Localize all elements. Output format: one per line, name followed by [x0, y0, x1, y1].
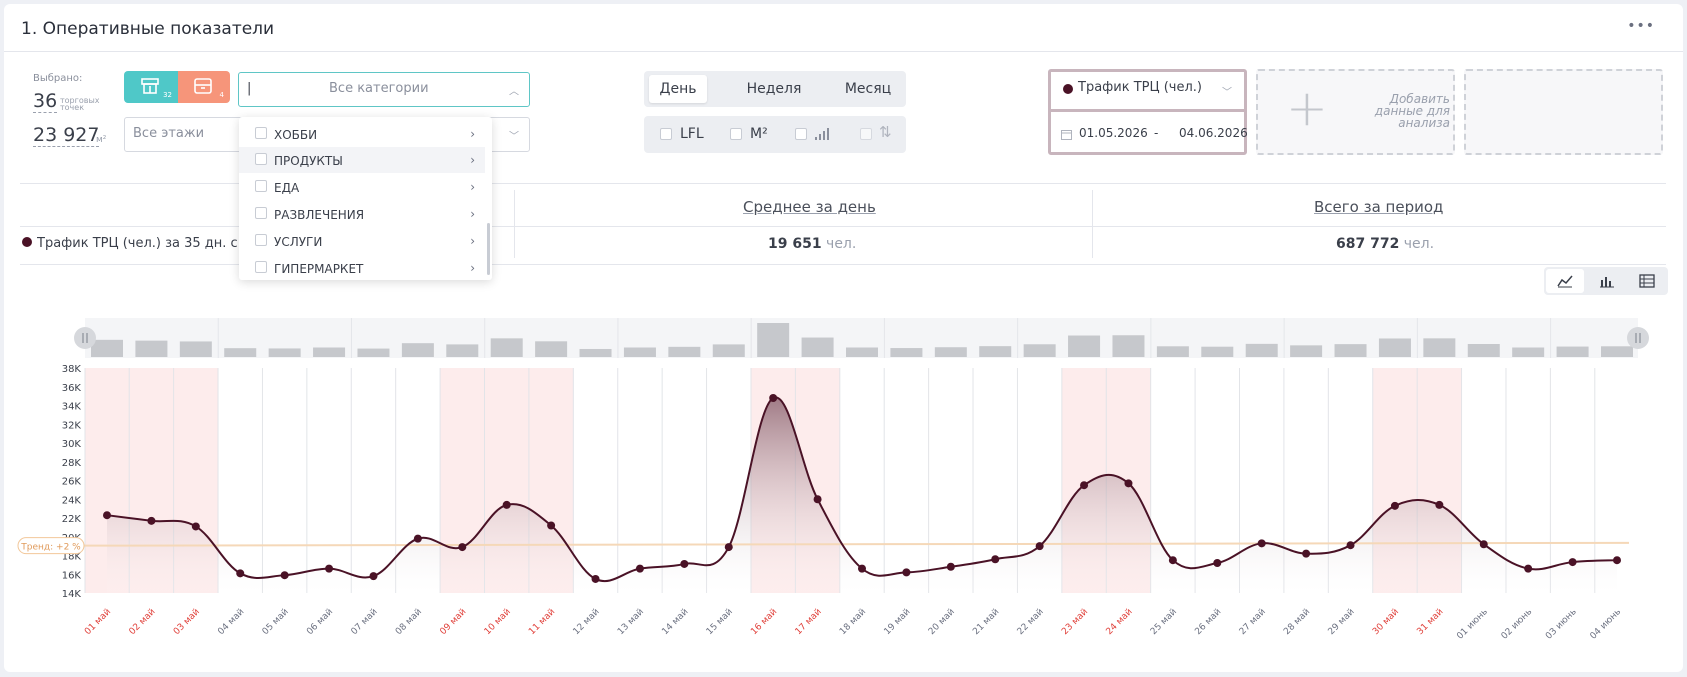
section-title: 1. Оперативные показатели	[21, 19, 275, 39]
col-header-total[interactable]: Всего за период	[1314, 198, 1444, 216]
col-divider	[1092, 190, 1093, 258]
add-data-label: Добавить данные для анализа	[1374, 92, 1450, 130]
checkbox[interactable]	[255, 261, 267, 273]
stores-count[interactable]: 36	[33, 90, 58, 113]
empty-slot[interactable]	[1464, 69, 1663, 155]
checkbox[interactable]	[255, 180, 267, 192]
metric-panel: Трафик ТРЦ (чел.) ﹀ 01.05.2026 - 04.06.2…	[1048, 69, 1248, 155]
store-type-a-button[interactable]: 32	[124, 71, 178, 103]
metric-select[interactable]: Трафик ТРЦ (чел.) ﹀	[1051, 72, 1244, 112]
avg-unit: чел.	[826, 236, 857, 252]
metric-color-dot	[22, 237, 32, 247]
line-chart-icon	[1557, 275, 1573, 288]
row-label: Трафик ТРЦ (чел.) за 35 дн. с 01.0	[37, 236, 237, 251]
date-separator: -	[1154, 126, 1159, 140]
col-divider	[514, 190, 515, 258]
date-to[interactable]: 04.06.2026	[1179, 126, 1248, 140]
m2-checkbox[interactable]	[730, 128, 742, 140]
selected-label: Выбрано:	[33, 73, 83, 84]
category-item[interactable]: ЕДА ›	[239, 174, 485, 200]
bar-view-button[interactable]	[1588, 269, 1626, 293]
store-icon	[141, 78, 159, 94]
tab-month[interactable]: Месяц	[844, 81, 892, 97]
chevron-right-icon: ›	[470, 180, 475, 194]
category-item-label: ГИПЕРМАРКЕТ	[274, 262, 364, 276]
category-select[interactable]: | Все категории ︿	[238, 72, 530, 107]
chevron-right-icon: ›	[470, 127, 475, 141]
total-cell: 687 772 чел.	[1336, 236, 1434, 252]
plus-icon: +	[1286, 79, 1328, 137]
total-value: 687 772	[1336, 236, 1400, 252]
stores-label-2: точек	[60, 103, 85, 112]
metric-name: Трафик ТРЦ (чел.)	[1078, 80, 1202, 95]
avg-cell: 19 651 чел.	[768, 236, 856, 252]
chevron-right-icon: ›	[470, 207, 475, 221]
category-item-label: ПРОДУКТЫ	[274, 154, 343, 168]
checkbox[interactable]	[255, 234, 267, 246]
tab-day[interactable]: День	[649, 75, 707, 103]
calendar-icon	[1061, 130, 1072, 140]
header-divider	[4, 51, 1683, 52]
category-item[interactable]: УСЛУГИ ›	[239, 228, 485, 254]
store-type-b-count: 4	[219, 91, 224, 99]
chevron-down-icon: ﹀	[1222, 87, 1232, 98]
table-bottom-border	[20, 264, 1666, 265]
lfl-checkbox[interactable]	[660, 128, 672, 140]
category-item-label: ЕДА	[274, 181, 300, 195]
category-cursor: |	[247, 81, 252, 96]
table-icon	[1639, 274, 1655, 288]
table-top-border	[20, 183, 1666, 184]
more-icon[interactable]: •••	[1627, 18, 1655, 34]
area-value[interactable]: 23 927	[33, 124, 100, 147]
split-checkbox[interactable]	[860, 128, 872, 140]
add-data-button[interactable]: + Добавить данные для анализа	[1256, 69, 1455, 155]
chevron-right-icon: ›	[470, 234, 475, 248]
area-unit: м²	[96, 135, 107, 145]
chevron-right-icon: ›	[470, 153, 475, 167]
bar-chart-icon	[1600, 277, 1614, 288]
date-from[interactable]: 01.05.2026	[1079, 126, 1148, 140]
split-icon: ⇅	[879, 123, 892, 141]
stores-label-1: торговых	[60, 96, 100, 105]
tab-week[interactable]: Неделя	[746, 81, 802, 97]
category-item[interactable]: ХОББИ ›	[239, 121, 485, 147]
table-mid-border	[20, 226, 1666, 227]
checkbox[interactable]	[255, 127, 267, 139]
signal-icon	[815, 128, 829, 140]
checkbox[interactable]	[255, 153, 267, 165]
category-item[interactable]: ГИПЕРМАРКЕТ ›	[239, 255, 485, 281]
col-header-avg[interactable]: Среднее за день	[743, 198, 876, 216]
period-tabs: День Неделя Месяц	[644, 71, 906, 107]
options-bar: LFL М² ⇅	[644, 116, 906, 153]
line-view-button[interactable]	[1546, 269, 1584, 293]
table-view-button[interactable]	[1628, 269, 1666, 293]
total-unit: чел.	[1403, 236, 1435, 252]
category-placeholder: Все категории	[329, 81, 429, 96]
floor-placeholder: Все этажи	[133, 126, 205, 141]
category-item-label: ХОББИ	[274, 128, 318, 142]
store-box-icon	[194, 78, 212, 94]
dropdown-scrollbar[interactable]	[487, 223, 490, 275]
checkbox[interactable]	[255, 207, 267, 219]
signal-checkbox[interactable]	[795, 128, 807, 140]
category-dropdown: ХОББИ › ПРОДУКТЫ › ЕДА › РАЗВЛЕЧЕНИЯ › УСЛУГ…	[239, 117, 492, 280]
chevron-up-icon: ︿	[509, 86, 519, 97]
store-type-a-count: 32	[163, 91, 172, 99]
view-toggle	[1544, 267, 1668, 295]
category-item[interactable]: РАЗВЛЕЧЕНИЯ ›	[239, 201, 485, 227]
avg-value: 19 651	[768, 236, 822, 252]
lfl-label: LFL	[680, 126, 704, 142]
category-item-label: РАЗВЛЕЧЕНИЯ	[274, 208, 365, 222]
store-type-b-button[interactable]: 4	[178, 71, 230, 103]
metric-color-dot	[1063, 84, 1073, 94]
category-item-label: УСЛУГИ	[274, 235, 323, 249]
chevron-right-icon: ›	[470, 261, 475, 275]
m2-label: М²	[750, 126, 768, 142]
chevron-down-icon: ﹀	[509, 131, 519, 142]
category-item[interactable]: ПРОДУКТЫ ›	[239, 147, 485, 173]
